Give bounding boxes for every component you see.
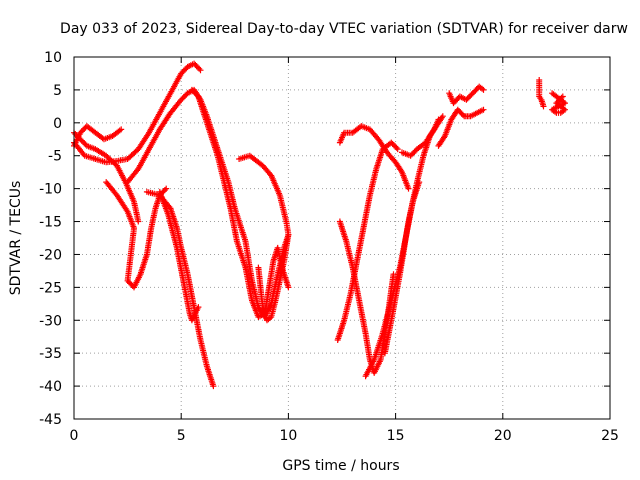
x-tick-label: 25 bbox=[601, 428, 619, 444]
data-point bbox=[118, 126, 125, 133]
x-tick-label: 0 bbox=[70, 428, 79, 444]
y-tick-label: -10 bbox=[39, 182, 62, 198]
x-tick-label: 10 bbox=[279, 428, 297, 444]
data-point bbox=[480, 86, 487, 93]
y-axis-label: SDTVAR / TECUs bbox=[8, 181, 24, 296]
y-tick-label: -20 bbox=[39, 247, 62, 263]
data-point bbox=[163, 185, 170, 192]
series-arc-11 bbox=[336, 218, 397, 376]
data-point bbox=[135, 218, 142, 225]
data-point bbox=[439, 113, 446, 120]
y-tick-label: 5 bbox=[53, 83, 62, 99]
x-tick-label: 15 bbox=[387, 428, 405, 444]
series-arc-15 bbox=[435, 106, 487, 149]
data-point bbox=[558, 94, 565, 101]
series-arc-17 bbox=[536, 77, 547, 110]
y-tick-label: -45 bbox=[39, 412, 62, 428]
data-point bbox=[435, 116, 442, 123]
y-tick-label: -35 bbox=[39, 346, 62, 362]
data-point bbox=[210, 383, 217, 390]
data-point bbox=[559, 93, 566, 100]
x-tick-label: 5 bbox=[177, 428, 186, 444]
series-arc-08 bbox=[236, 152, 292, 324]
series-arc-05 bbox=[143, 188, 217, 390]
grid bbox=[74, 57, 610, 419]
series-arc-09 bbox=[336, 123, 412, 192]
chart-title: Day 033 of 2023, Sidereal Day-to-day VTE… bbox=[60, 21, 628, 37]
y-tick-label: -5 bbox=[48, 149, 62, 165]
data-point bbox=[78, 128, 85, 135]
data-point bbox=[540, 103, 547, 110]
data-point bbox=[195, 304, 202, 311]
y-tick-label: -40 bbox=[39, 379, 62, 395]
data-point bbox=[394, 146, 401, 153]
plot-frame bbox=[73, 56, 611, 420]
data-point bbox=[285, 284, 292, 291]
y-tick-label: -25 bbox=[39, 280, 62, 296]
series-arc-06 bbox=[156, 188, 202, 324]
x-tick-label: 20 bbox=[494, 428, 512, 444]
series-arc-19 bbox=[71, 123, 125, 149]
data-point bbox=[196, 65, 203, 72]
data-point bbox=[459, 111, 466, 118]
axis-ticks bbox=[73, 56, 611, 420]
data-point bbox=[255, 264, 262, 271]
y-tick-label: 0 bbox=[53, 116, 62, 132]
series-arc-03 bbox=[103, 179, 170, 291]
y-tick-label: -30 bbox=[39, 313, 62, 329]
data-point bbox=[393, 144, 400, 151]
data-point bbox=[197, 67, 204, 74]
series-arc-16 bbox=[446, 83, 487, 107]
x-axis-label: GPS time / hours bbox=[282, 458, 399, 474]
series-arc-18 bbox=[549, 90, 568, 116]
series-arc-14 bbox=[399, 116, 442, 159]
series-arc-13 bbox=[381, 113, 446, 357]
y-tick-label: -15 bbox=[39, 215, 62, 231]
data-point bbox=[405, 185, 412, 192]
data-point bbox=[480, 106, 487, 113]
tick-labels: 0 5 10 15 20 25 10 5 0 -5 -10 -15 -20 -25 -30 -35 -40 -45 bbox=[39, 50, 619, 444]
series-arc-07 bbox=[188, 86, 292, 320]
y-tick-label: 10 bbox=[44, 50, 62, 66]
data-marks bbox=[71, 60, 568, 390]
